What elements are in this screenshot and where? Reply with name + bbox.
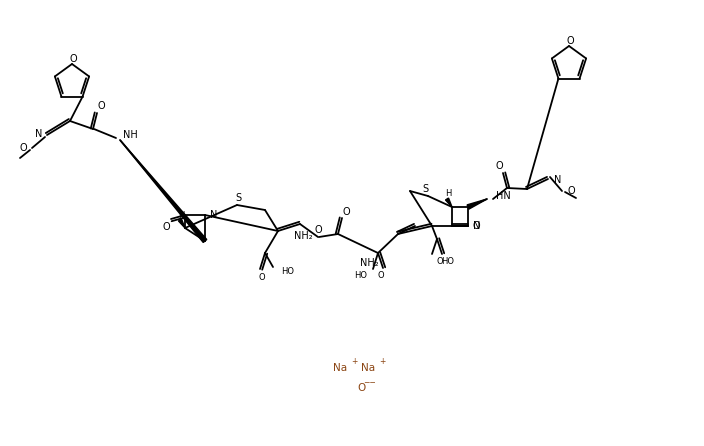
Text: S: S: [422, 184, 428, 194]
Text: N: N: [554, 175, 561, 185]
Text: O: O: [258, 273, 265, 281]
Text: O: O: [436, 257, 444, 267]
Text: NH₂: NH₂: [294, 231, 313, 241]
Text: H: H: [445, 190, 451, 198]
Text: N: N: [34, 129, 42, 139]
Text: O: O: [314, 225, 322, 235]
Text: Na: Na: [361, 363, 375, 373]
Text: +: +: [379, 358, 385, 367]
Polygon shape: [179, 219, 185, 228]
Text: O: O: [566, 36, 574, 46]
Text: O: O: [162, 222, 170, 232]
Text: N: N: [210, 210, 218, 220]
Text: O: O: [69, 54, 77, 64]
Polygon shape: [467, 199, 487, 209]
Polygon shape: [446, 198, 452, 207]
Text: HN: HN: [496, 191, 510, 201]
Text: Na: Na: [333, 363, 347, 373]
Text: HO: HO: [441, 257, 454, 267]
Text: H: H: [178, 211, 184, 219]
Text: O: O: [20, 143, 27, 153]
Text: N: N: [473, 221, 480, 231]
Text: +: +: [351, 358, 357, 367]
Text: O: O: [342, 207, 350, 217]
Text: −−: −−: [364, 379, 377, 388]
Polygon shape: [120, 140, 207, 243]
Text: O: O: [567, 186, 574, 196]
Text: O: O: [97, 101, 105, 111]
Text: O: O: [495, 161, 503, 171]
Text: O: O: [472, 221, 480, 231]
Text: O: O: [377, 272, 384, 281]
Text: NH₂: NH₂: [360, 258, 378, 268]
Text: NH: NH: [123, 130, 138, 140]
Text: HO: HO: [354, 271, 367, 280]
Text: HO: HO: [281, 268, 294, 277]
Text: S: S: [235, 193, 241, 203]
Text: O: O: [358, 383, 366, 393]
